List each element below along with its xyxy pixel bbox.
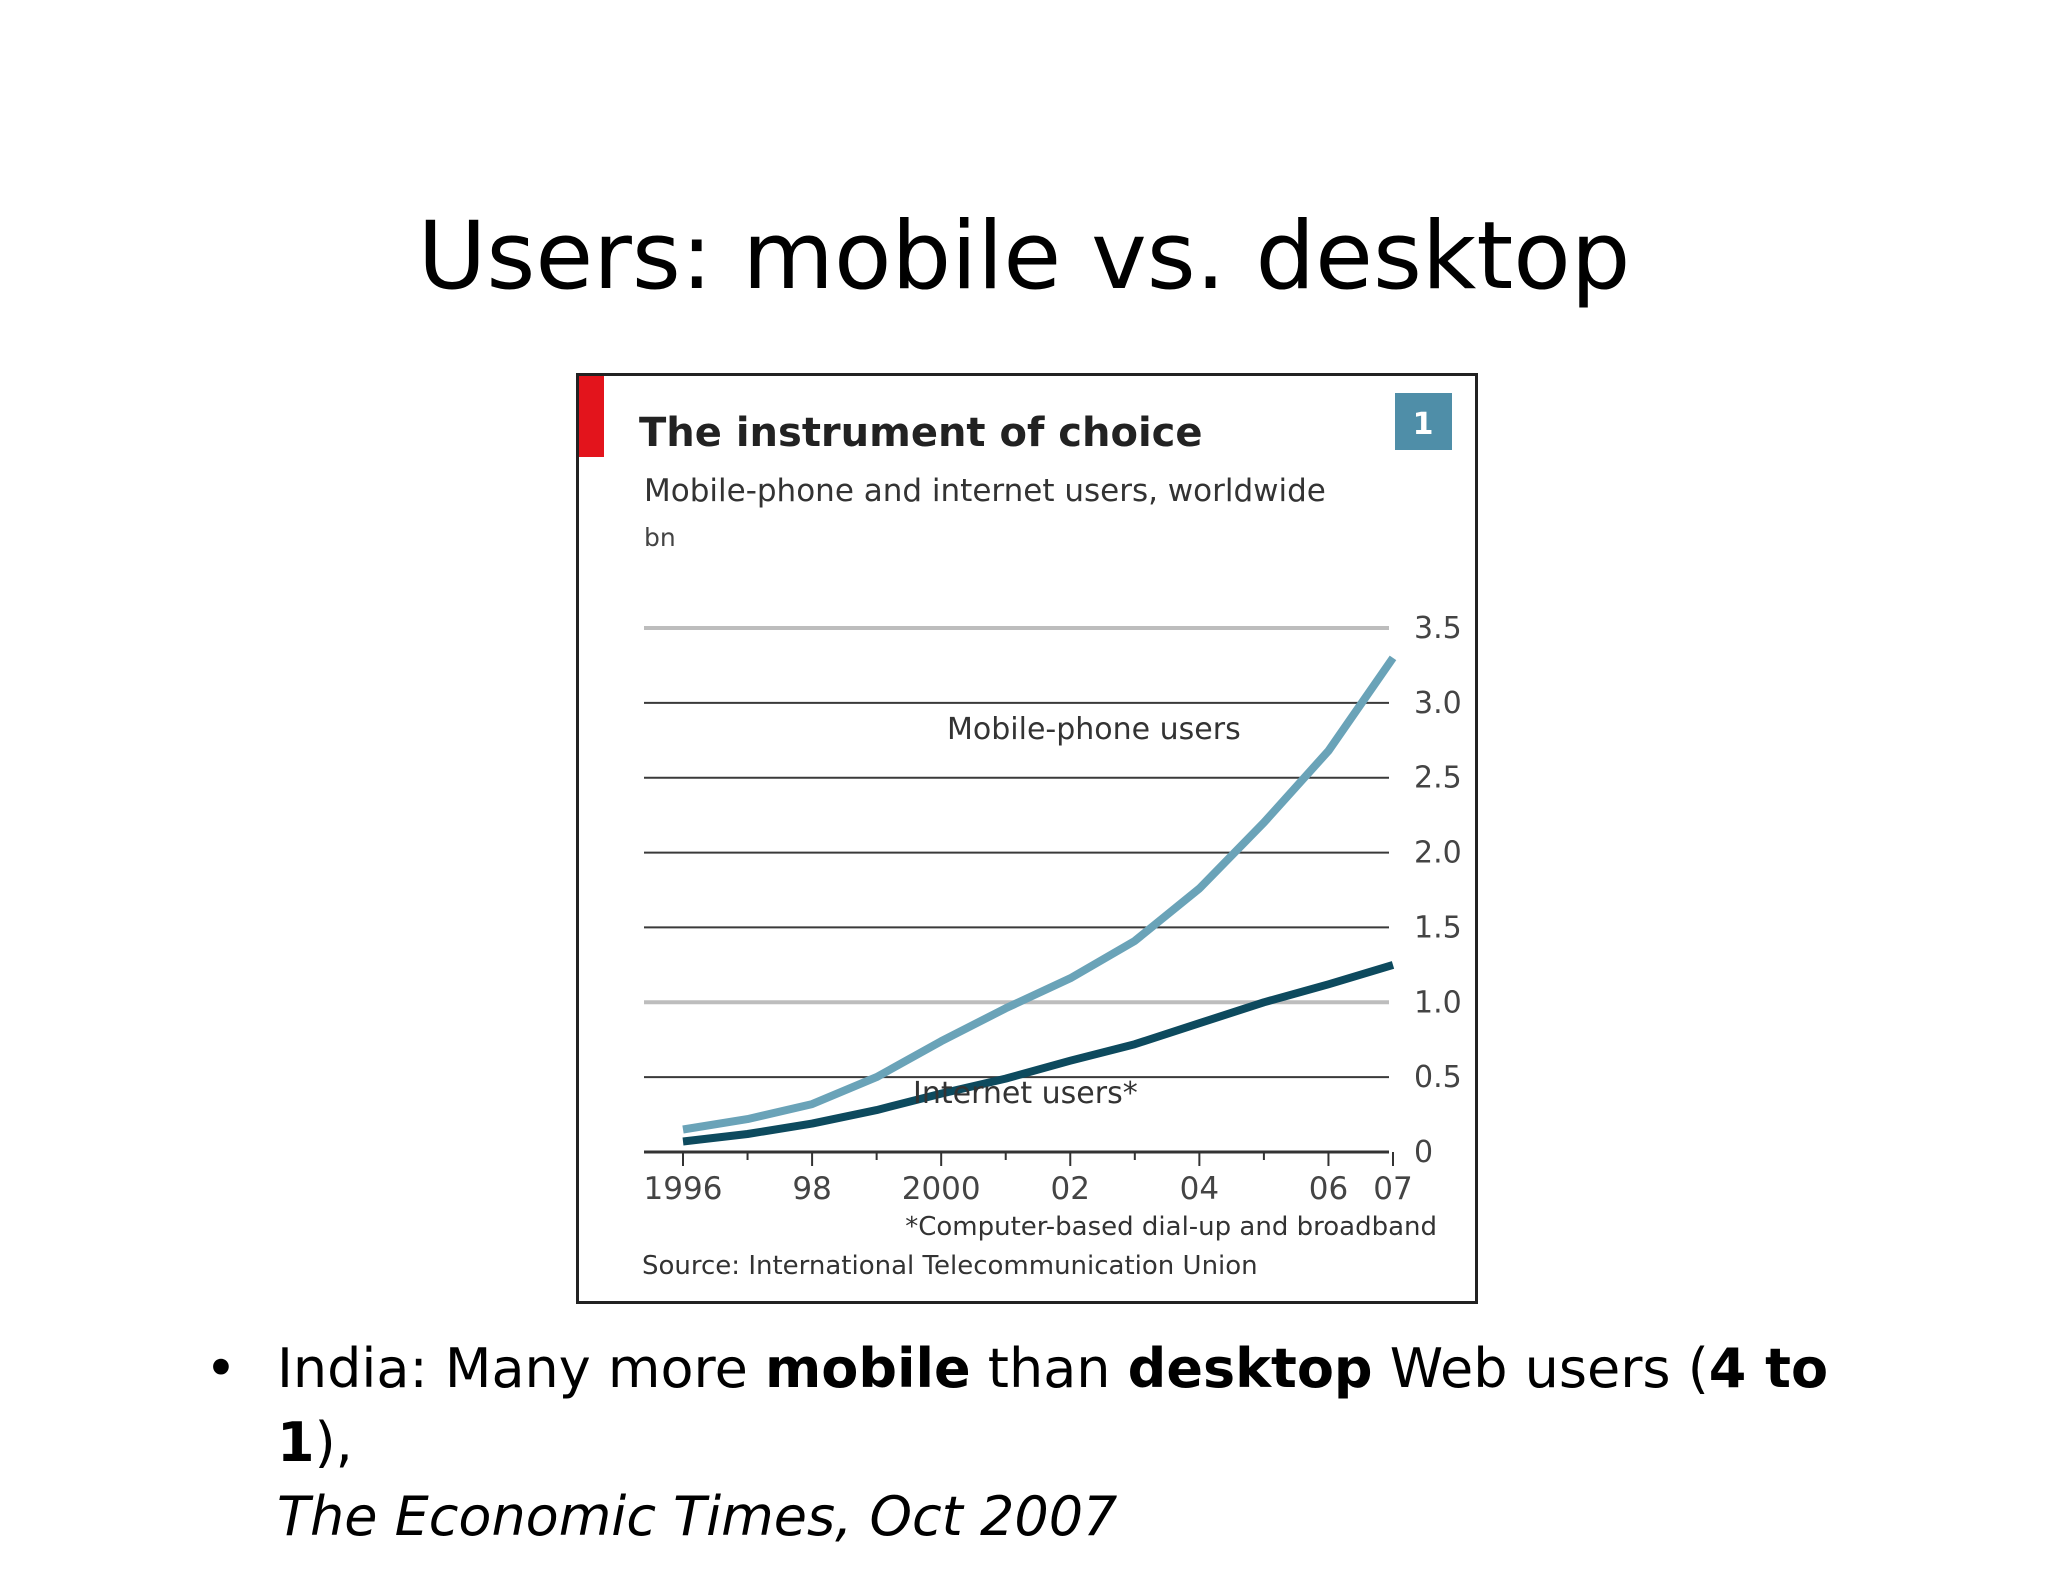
x-tick-label: 06	[1309, 1171, 1348, 1207]
internet-series-label: Internet users*	[913, 1076, 1138, 1111]
internet-users-line	[682, 961, 1395, 1146]
bullet-bold-mobile: mobile	[764, 1337, 971, 1400]
series-lines	[682, 655, 1397, 1146]
bullet-text: India: Many more mobile than desktop Web…	[277, 1332, 1877, 1554]
x-tick-label: 1996	[644, 1171, 723, 1207]
grid-lines: 3.5 3.0 2.5 2.0 1.5 1.0 0.5 0	[644, 611, 1462, 1170]
bullet-suffix: ),	[314, 1411, 353, 1474]
bullet-marker: •	[205, 1337, 237, 1400]
x-tick-label: 02	[1051, 1171, 1090, 1207]
y-tick-label: 2.0	[1414, 836, 1462, 871]
bullet-line-2: The Economic Times, Oct 2007	[277, 1480, 1877, 1554]
chart-frame: The instrument of choice 1 Mobile-phone …	[576, 373, 1478, 1304]
y-tick-label: 0	[1414, 1135, 1433, 1170]
y-tick-label: 2.5	[1414, 761, 1462, 796]
y-tick-label: 0.5	[1414, 1060, 1462, 1095]
bullet-middle-2: Web users (	[1372, 1337, 1709, 1400]
bullet-prefix: India: Many more	[277, 1337, 765, 1400]
bullet-middle-1: than	[970, 1337, 1128, 1400]
x-tick-label: 2000	[902, 1171, 981, 1207]
y-tick-label: 1.5	[1414, 910, 1462, 945]
y-tick-label: 3.5	[1414, 611, 1462, 646]
x-tick-label: 07	[1373, 1171, 1412, 1207]
bullet-citation: The Economic Times, Oct 2007	[277, 1485, 1118, 1548]
bullet-line-1: India: Many more mobile than desktop Web…	[277, 1332, 1877, 1480]
x-axis: 1996 98 2000 02 04 06 07	[644, 1150, 1413, 1207]
chart-unit-label: bn	[644, 523, 676, 552]
x-tick-label: 04	[1180, 1171, 1219, 1207]
y-tick-label: 1.0	[1414, 985, 1462, 1020]
bullet-bold-desktop: desktop	[1127, 1337, 1373, 1400]
chart-number-badge	[1395, 393, 1452, 450]
chart: The instrument of choice 1 Mobile-phone …	[579, 376, 1462, 1281]
chart-title: The instrument of choice	[639, 410, 1203, 456]
slide-title: Users: mobile vs. desktop	[417, 202, 1631, 311]
x-tick-label: 98	[792, 1171, 831, 1207]
chart-number-badge-label: 1	[1413, 407, 1434, 442]
mobile-series-label: Mobile-phone users	[947, 712, 1241, 747]
mobile-users-line	[682, 655, 1397, 1134]
chart-subtitle: Mobile-phone and internet users, worldwi…	[644, 473, 1326, 509]
chart-source: Source: International Telecommunication …	[642, 1251, 1258, 1281]
bullet-bold-ratio: 4 to 1	[277, 1337, 1829, 1474]
chart-footnote: *Computer-based dial-up and broadband	[905, 1212, 1437, 1242]
red-accent-bar	[579, 376, 604, 457]
y-tick-label: 3.0	[1414, 686, 1462, 721]
